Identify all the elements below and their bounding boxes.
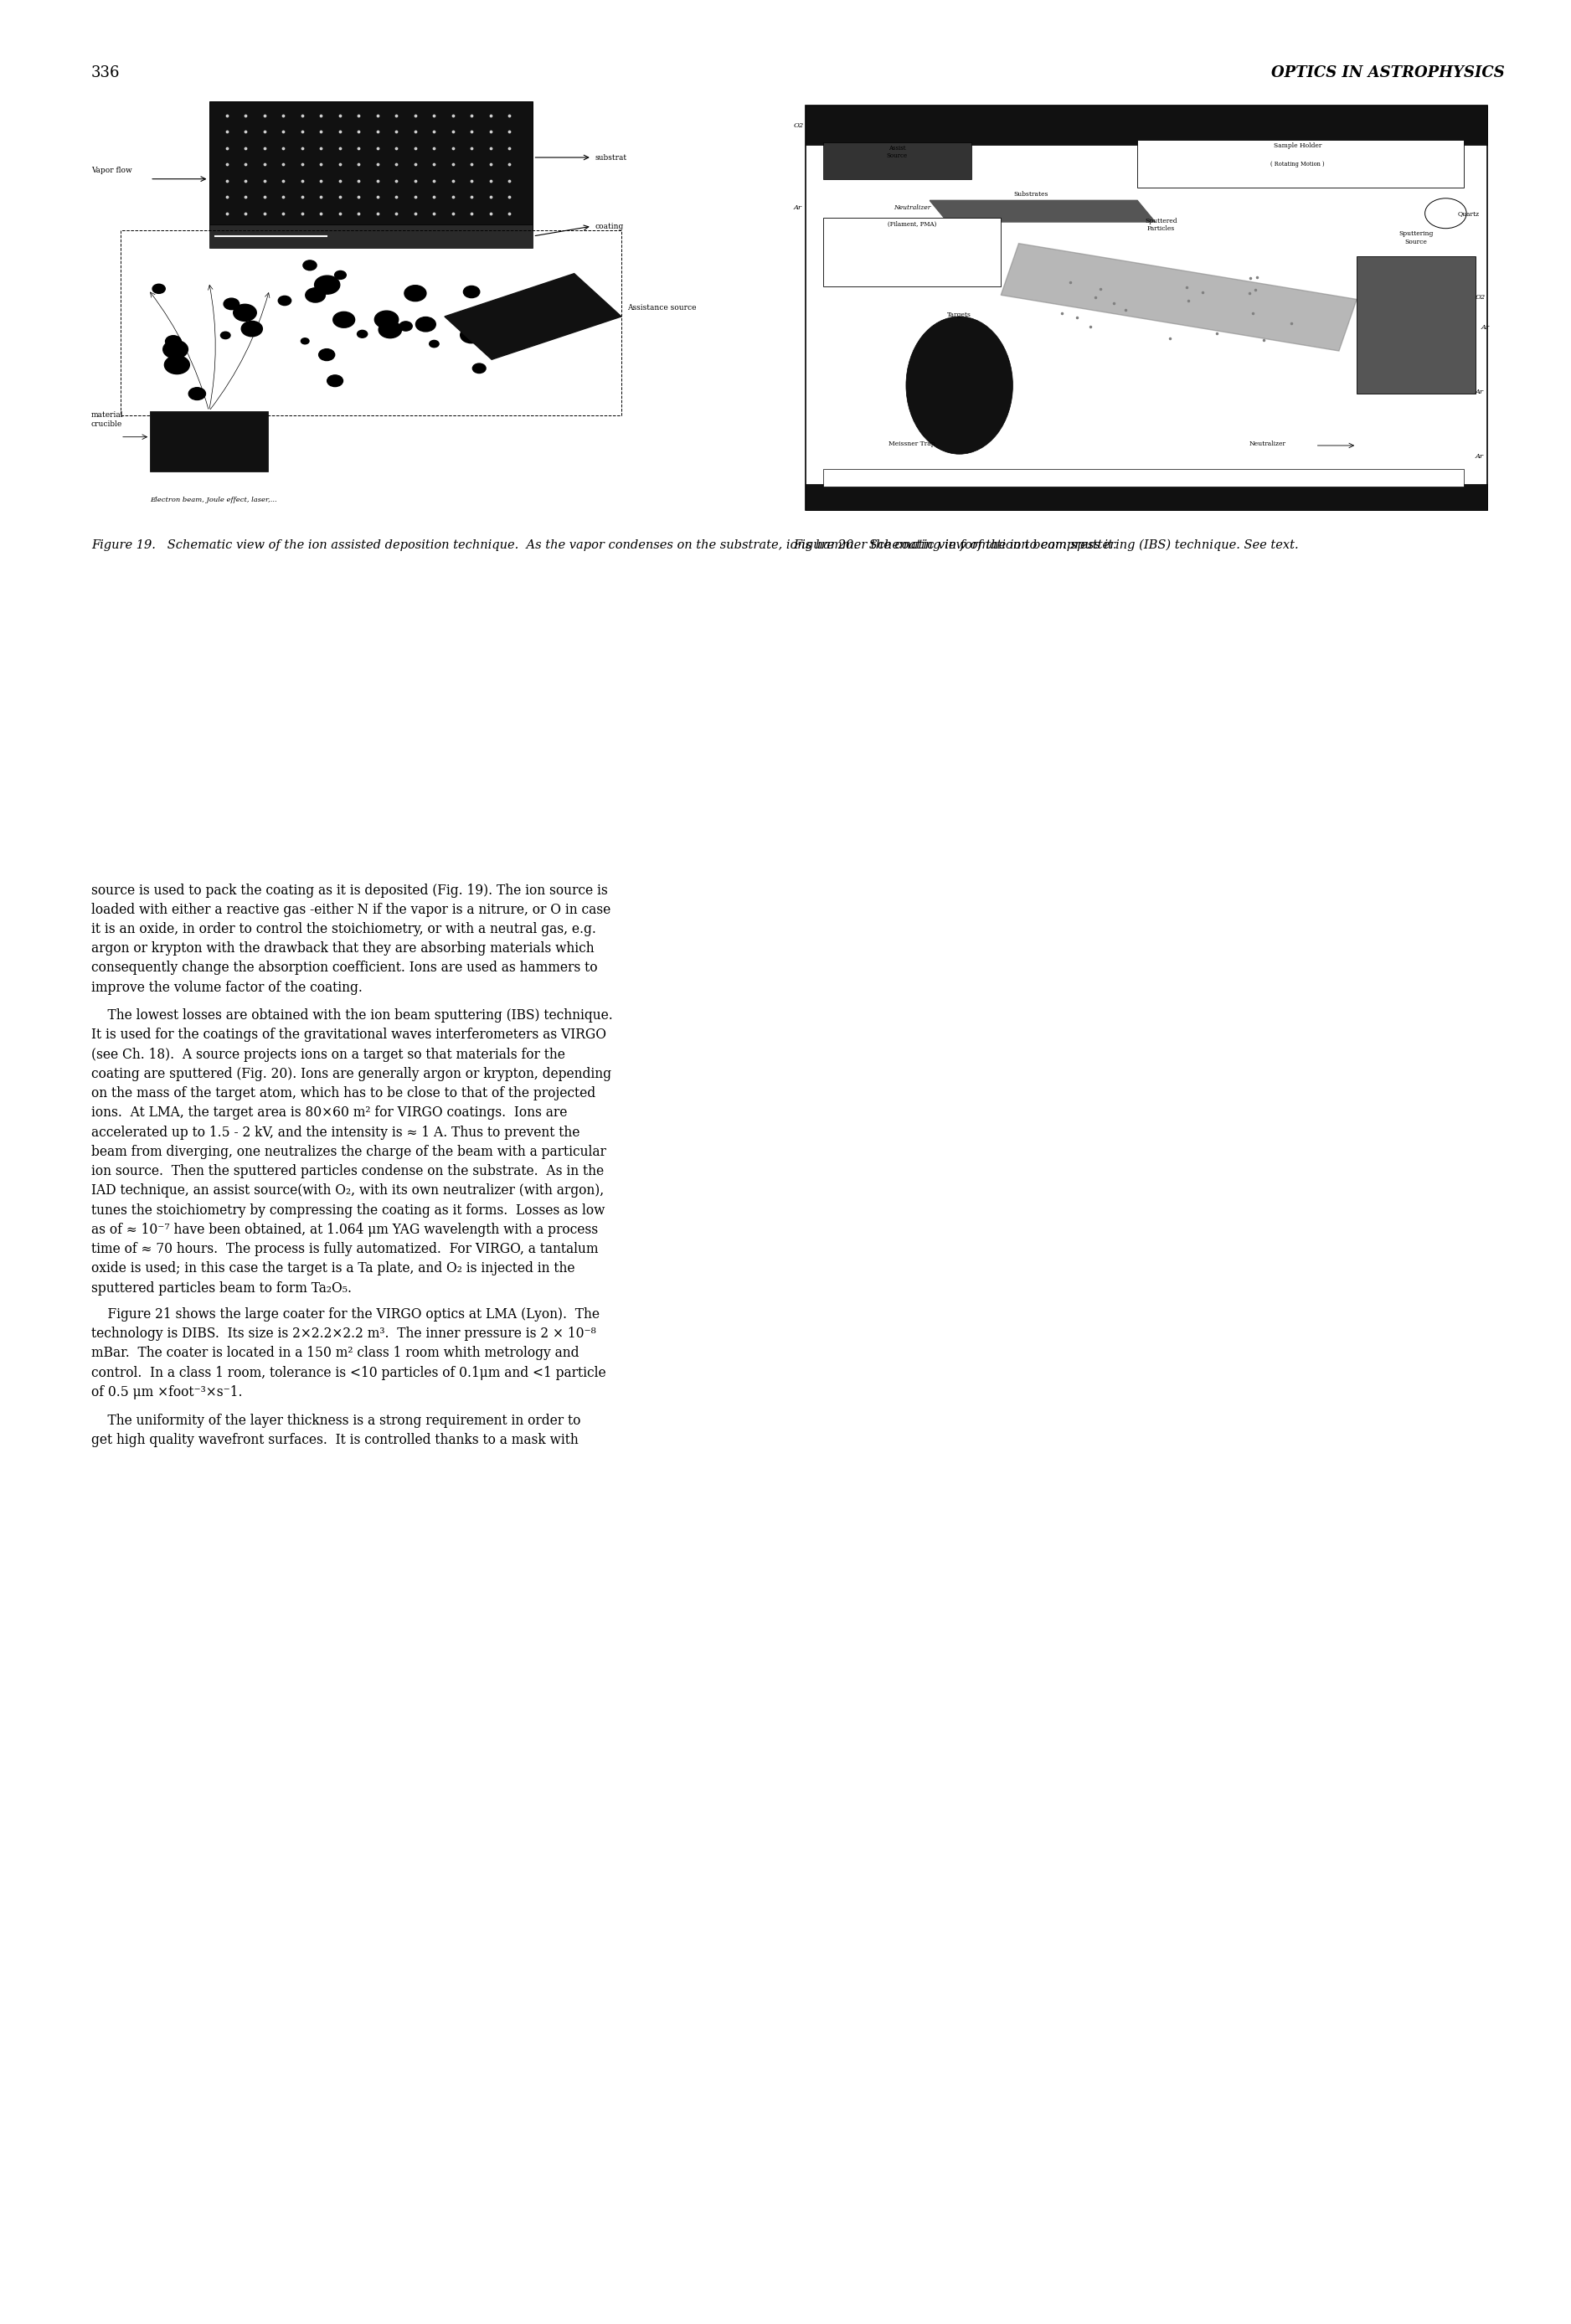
Bar xyxy=(806,483,1488,509)
Circle shape xyxy=(189,388,206,400)
Polygon shape xyxy=(930,200,1155,221)
Text: O2: O2 xyxy=(1475,295,1486,302)
Bar xyxy=(209,223,533,249)
Bar xyxy=(121,230,621,416)
Text: Assist
Source: Assist Source xyxy=(886,144,908,158)
Polygon shape xyxy=(1001,244,1357,351)
Text: Figure 20.   Schematic view of the ion beam sputtering (IBS) technique. See text: Figure 20. Schematic view of the ion bea… xyxy=(793,539,1299,551)
Text: OPTICS IN ASTROPHYSICS: OPTICS IN ASTROPHYSICS xyxy=(1271,65,1505,79)
Circle shape xyxy=(487,335,504,349)
Text: Sputtered
Particles: Sputtered Particles xyxy=(1145,218,1177,232)
Text: Vapor flow: Vapor flow xyxy=(91,167,132,174)
Text: The lowest losses are obtained with the ion beam sputtering (IBS) technique.
It : The lowest losses are obtained with the … xyxy=(91,1009,613,1294)
Text: Figure 19.   Schematic view of the ion assisted deposition technique.  As the va: Figure 19. Schematic view of the ion ass… xyxy=(91,539,1117,551)
Circle shape xyxy=(278,295,291,304)
Text: Ar: Ar xyxy=(1475,453,1483,460)
Circle shape xyxy=(302,337,309,344)
Text: Neutralizer: Neutralizer xyxy=(894,205,930,211)
Text: Meissner Trap: Meissner Trap xyxy=(889,442,935,446)
Circle shape xyxy=(152,284,165,293)
Text: Neutralizer: Neutralizer xyxy=(1249,442,1287,446)
Text: Quartz: Quartz xyxy=(1458,209,1480,216)
Text: Substrates: Substrates xyxy=(1013,191,1048,198)
Bar xyxy=(823,218,1001,286)
Circle shape xyxy=(429,339,438,346)
Text: Electron beam, Joule effect, laser,...: Electron beam, Joule effect, laser,... xyxy=(149,497,276,502)
Circle shape xyxy=(473,363,485,374)
Text: Sample Holder: Sample Holder xyxy=(1274,142,1321,149)
Text: Assistance source: Assistance source xyxy=(627,304,696,311)
Bar xyxy=(209,102,533,230)
Circle shape xyxy=(416,316,435,332)
Circle shape xyxy=(404,286,426,302)
Circle shape xyxy=(374,311,399,328)
Circle shape xyxy=(1425,198,1466,228)
Bar xyxy=(823,142,971,179)
Text: Targets: Targets xyxy=(947,311,971,318)
Circle shape xyxy=(163,339,189,358)
Bar xyxy=(1357,256,1475,395)
Circle shape xyxy=(460,328,482,344)
Circle shape xyxy=(242,321,262,337)
Text: The uniformity of the layer thickness is a strong requirement in order to
get hi: The uniformity of the layer thickness is… xyxy=(91,1413,581,1448)
Circle shape xyxy=(335,272,346,279)
Circle shape xyxy=(463,286,479,297)
Ellipse shape xyxy=(906,316,1013,453)
Circle shape xyxy=(333,311,355,328)
Text: source is used to pack the coating as it is deposited (Fig. 19). The ion source : source is used to pack the coating as it… xyxy=(91,883,611,995)
Circle shape xyxy=(223,297,239,309)
Circle shape xyxy=(220,332,231,339)
Circle shape xyxy=(165,335,181,346)
Circle shape xyxy=(303,260,317,270)
Circle shape xyxy=(399,321,412,330)
Circle shape xyxy=(305,288,325,302)
Text: Sputtering
Source: Sputtering Source xyxy=(1398,230,1433,244)
Text: substrat: substrat xyxy=(595,153,627,160)
Circle shape xyxy=(319,349,335,360)
Text: Ar: Ar xyxy=(1475,388,1483,395)
Text: Ar: Ar xyxy=(1481,325,1489,330)
Text: (Filament, PMA): (Filament, PMA) xyxy=(888,221,936,228)
Text: O2: O2 xyxy=(793,123,804,130)
Circle shape xyxy=(479,328,493,339)
Bar xyxy=(806,107,1488,144)
Circle shape xyxy=(314,277,339,295)
Circle shape xyxy=(379,321,402,337)
Circle shape xyxy=(327,374,342,386)
Circle shape xyxy=(357,330,368,337)
Text: 336: 336 xyxy=(91,65,119,79)
Text: ( Rotating Motion ): ( Rotating Motion ) xyxy=(1271,160,1324,167)
Text: coating: coating xyxy=(595,223,624,230)
Text: material
crucible: material crucible xyxy=(91,411,124,428)
Polygon shape xyxy=(445,274,621,360)
Bar xyxy=(149,411,267,472)
Text: Ar: Ar xyxy=(793,205,801,211)
Bar xyxy=(823,469,1464,486)
Circle shape xyxy=(234,304,256,321)
Circle shape xyxy=(165,356,190,374)
Text: Figure 21 shows the large coater for the VIRGO optics at LMA (Lyon).  The
techno: Figure 21 shows the large coater for the… xyxy=(91,1308,606,1399)
Bar xyxy=(1137,139,1464,188)
